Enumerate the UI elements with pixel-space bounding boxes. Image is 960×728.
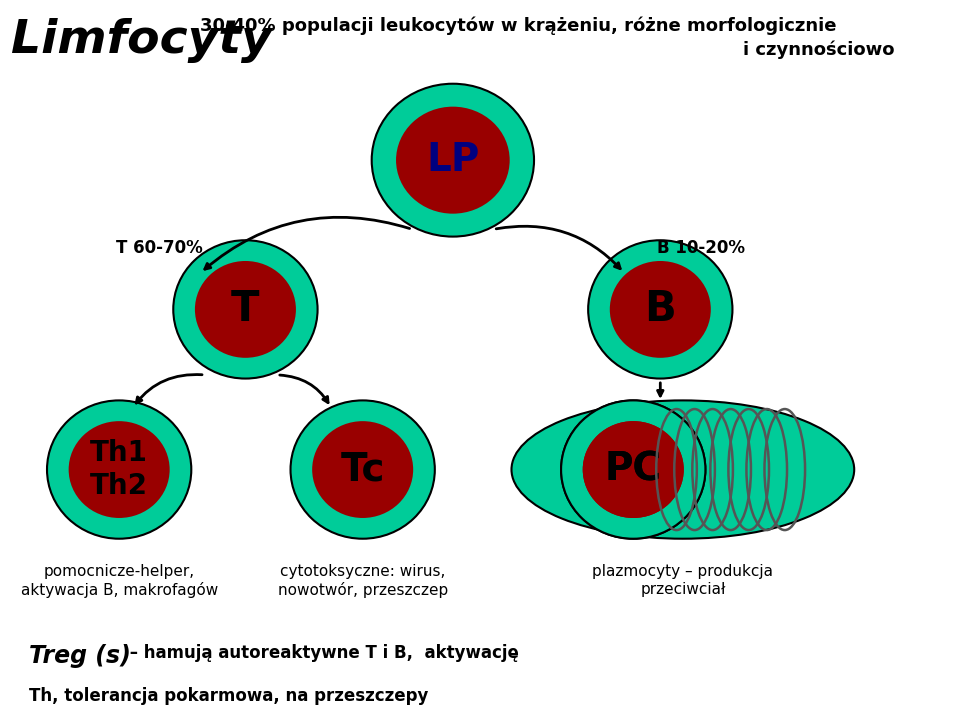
Text: cytotoksyczne: wirus,
nowotwór, przeszczep: cytotoksyczne: wirus, nowotwór, przeszcz… xyxy=(277,564,447,598)
Text: Treg (s): Treg (s) xyxy=(29,644,131,668)
Ellipse shape xyxy=(372,84,534,237)
Text: Tc: Tc xyxy=(341,451,385,488)
Text: B: B xyxy=(644,288,676,331)
Text: PC: PC xyxy=(605,451,661,488)
Text: B 10-20%: B 10-20% xyxy=(657,239,745,256)
Ellipse shape xyxy=(512,400,854,539)
Text: LP: LP xyxy=(426,141,480,179)
Text: Th, tolerancja pokarmowa, na przeszczepy: Th, tolerancja pokarmowa, na przeszczepy xyxy=(29,687,428,705)
Text: plazmocyty – produkcja
przeciwciał: plazmocyty – produkcja przeciwciał xyxy=(592,564,774,597)
Text: PC: PC xyxy=(605,451,661,488)
Ellipse shape xyxy=(396,106,510,214)
Ellipse shape xyxy=(561,400,706,539)
Ellipse shape xyxy=(291,400,435,539)
Text: Limfocyty: Limfocyty xyxy=(11,18,272,63)
Ellipse shape xyxy=(173,240,318,379)
Text: pomocnicze-helper,
aktywacja B, makrofagów: pomocnicze-helper, aktywacja B, makrofag… xyxy=(20,564,218,598)
Ellipse shape xyxy=(583,421,684,518)
Ellipse shape xyxy=(47,400,191,539)
Ellipse shape xyxy=(195,261,296,357)
Ellipse shape xyxy=(69,421,170,518)
Text: – hamują autoreaktywne T i B,  aktywację: – hamują autoreaktywne T i B, aktywację xyxy=(124,644,518,662)
Ellipse shape xyxy=(610,261,710,357)
Text: i czynnościowo: i czynnościowo xyxy=(743,40,895,58)
Text: Th1
Th2: Th1 Th2 xyxy=(90,440,148,499)
Text: 30-40% populacji leukocytów w krążeniu, różne morfologicznie: 30-40% populacji leukocytów w krążeniu, … xyxy=(201,16,837,34)
Ellipse shape xyxy=(588,240,732,379)
Ellipse shape xyxy=(583,421,684,518)
Text: T: T xyxy=(231,288,259,331)
Text: T 60-70%: T 60-70% xyxy=(116,239,204,256)
Ellipse shape xyxy=(312,421,413,518)
Ellipse shape xyxy=(561,400,706,539)
